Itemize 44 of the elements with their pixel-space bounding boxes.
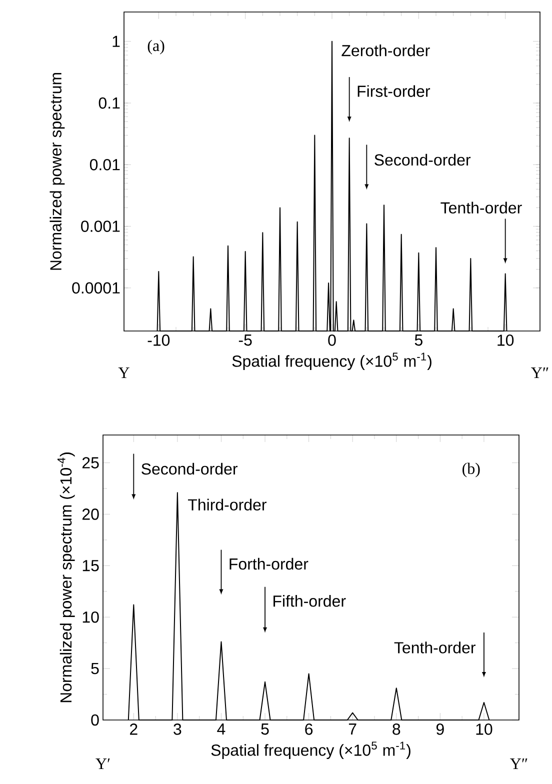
y-tick-label: 15 [82, 560, 99, 572]
annotation: Second-order [374, 154, 470, 166]
x-axis-title: Spatial frequency (×10$^{5}$ m$^{-1}$) [211, 742, 410, 760]
text: Y″ [530, 368, 548, 378]
annotation: Forth-order [230, 558, 308, 570]
annotation: (a) [148, 40, 164, 54]
x-tick-label: 10 [497, 334, 514, 346]
text: Y″ [510, 758, 528, 770]
y-tick-label: 0.1 [98, 97, 120, 109]
x-tick-label: 7 [348, 724, 356, 735]
y-tick-label: 20 [82, 508, 99, 520]
annotation: Second-order [141, 462, 238, 475]
x-tick-label: -5 [238, 334, 252, 346]
y-tick-label: 1 [112, 36, 120, 47]
x-tick-label: 5 [260, 724, 269, 735]
annotation: (b) [462, 462, 480, 478]
x-tick-label: 3 [173, 724, 181, 735]
x-tick-label: 6 [304, 724, 312, 735]
x-tick-label: 8 [392, 724, 400, 735]
x-tick-label: 9 [436, 724, 444, 735]
x-tick-label: 5 [414, 334, 422, 346]
x-axis-title: Spatial frequency (×10$^{5}$ m$^{-1}$) [232, 352, 432, 370]
y-tick-label: 5 [90, 662, 99, 674]
y-tick-label: 25 [82, 457, 99, 468]
y-tick-label: 0.01 [90, 159, 120, 170]
text: Y [118, 368, 130, 378]
x-tick-label: 4 [216, 724, 225, 735]
annotation: Third-order [188, 498, 266, 510]
y-axis-title: Normalized power spectrum (×10$^{-4}$) [57, 452, 75, 702]
x-tick-label: -10 [148, 334, 170, 346]
annotation: First-order [358, 85, 430, 97]
annotation: Fifth-order [273, 595, 346, 607]
y-tick-label: 0 [90, 714, 99, 726]
y-axis-title: Normalized power spectrum [50, 73, 64, 270]
text: Y′ [95, 758, 110, 770]
x-tick-label: 2 [130, 724, 138, 735]
y-tick-label: 0.001 [80, 220, 120, 232]
annotation: Tenth-order [394, 642, 476, 654]
y-tick-label: 10 [82, 611, 99, 623]
annotation: Tenth-order [440, 202, 522, 214]
x-tick-label: 10 [476, 724, 492, 735]
annotation: Zeroth-order [341, 44, 430, 56]
x-tick-label: 0 [328, 334, 336, 346]
y-tick-label: 0.0001 [72, 282, 120, 294]
